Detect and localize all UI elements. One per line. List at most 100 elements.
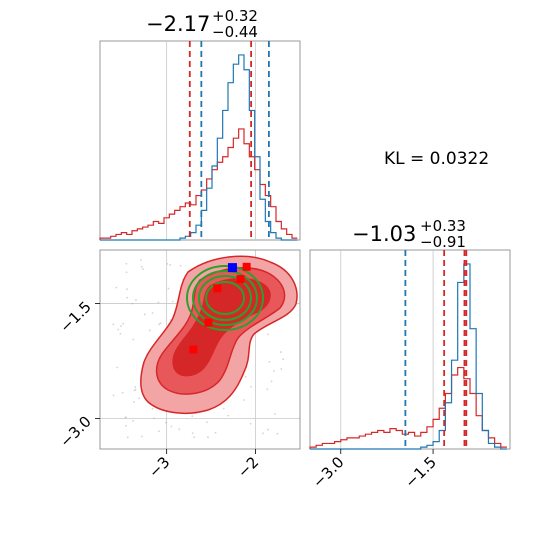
joint-sample-point	[280, 368, 283, 370]
joint-sample-point	[243, 399, 246, 401]
joint-contour-frame	[99, 249, 301, 450]
joint-sample-point	[143, 313, 146, 316]
joint-y-tick-label-0: −3.0	[56, 412, 94, 450]
joint-sample-point	[214, 431, 217, 434]
joint-sample-point	[134, 388, 137, 391]
joint-sample-point	[120, 325, 123, 327]
joint-sample-point	[167, 287, 170, 290]
joint-sample-point	[268, 360, 271, 363]
joint-sample-point	[138, 397, 140, 400]
joint-sample-point	[125, 262, 128, 265]
histogram-param-2-panel: −1.03 +0.33 −0.91	[309, 217, 511, 450]
joint-sample-point	[122, 322, 125, 325]
histogram-param-1-primary-series	[100, 54, 298, 241]
joint-sample-point	[119, 332, 122, 335]
joint-sample-point	[191, 432, 194, 435]
joint-sample-point	[112, 394, 115, 397]
joint-sample-point	[133, 401, 135, 403]
joint-sample-point	[274, 413, 277, 415]
joint-sample-point	[159, 322, 162, 325]
joint-sample-point	[115, 286, 118, 289]
primary-contour-outer	[186, 265, 264, 331]
joint-sample-point	[140, 265, 143, 268]
reference-markers	[189, 262, 251, 354]
joint-sample-point	[131, 302, 134, 305]
title-param-1-value: −2.17	[146, 12, 210, 36]
joint-sample-point	[276, 432, 279, 435]
histogram-param-1-panel: −2.17 +0.32 −0.44	[99, 7, 301, 241]
alt-point-marker-3	[189, 345, 198, 354]
joint-sample-point	[140, 259, 142, 262]
histogram-param-2-secondary-series	[309, 366, 507, 449]
alt-point-marker-2	[204, 318, 213, 327]
histogram-param-2-x-tick-label-1: −1.5	[401, 453, 439, 491]
joint-sample-point	[178, 428, 181, 431]
joint-sample-point	[266, 388, 269, 391]
joint-sample-point	[227, 414, 230, 417]
joint-sample-point	[116, 366, 119, 369]
joint-sample-point	[125, 424, 127, 427]
joint-sample-point	[191, 415, 194, 418]
joint-sample-point	[135, 299, 137, 301]
joint-sample-point	[164, 421, 167, 424]
joint-sample-point	[151, 407, 154, 410]
joint-sample-point	[273, 369, 275, 372]
true-point-marker	[227, 263, 237, 273]
title-param-2-value: −1.03	[352, 222, 416, 246]
joint-sample-point	[207, 436, 209, 439]
histogram-param-1-frame	[99, 40, 301, 241]
joint-sample-point	[126, 288, 128, 291]
joint-sample-point	[121, 391, 124, 394]
joint-sample-point	[157, 301, 160, 304]
joint-sample-point	[166, 262, 169, 265]
joint-sample-point	[170, 425, 173, 428]
joint-sample-point	[249, 422, 252, 425]
histogram-param-1-secondary-series	[99, 128, 298, 240]
primary-contour-3	[198, 275, 252, 321]
joint-sample-point	[270, 380, 273, 383]
joint-sample-point	[126, 436, 129, 439]
joint-sample-point	[112, 323, 115, 326]
alt-point-marker-1	[236, 275, 245, 284]
joint-sample-point	[141, 435, 143, 438]
joint-sample-point	[171, 300, 174, 303]
joint-sample-point	[282, 358, 285, 361]
joint-sample-point	[158, 323, 161, 326]
joint-sample-point	[250, 385, 252, 388]
title-param-1-upper-error: +0.32	[212, 7, 258, 25]
joint-sample-point	[134, 385, 137, 388]
primary-density-contours	[186, 265, 264, 331]
joint-sample-point	[279, 351, 282, 353]
joint-sample-point	[153, 417, 155, 420]
histogram-param-2-primary-series	[310, 263, 507, 450]
histogram-param-2-frame	[309, 249, 511, 450]
joint-sample-point	[126, 296, 129, 299]
joint-sample-point	[169, 264, 172, 266]
joint-sample-point	[142, 268, 144, 270]
title-param-1-lower-error: −0.44	[212, 23, 258, 41]
title-param-2: −1.03 +0.33 −0.91	[352, 217, 466, 251]
joint-sample-point	[124, 416, 127, 419]
alt-point-marker-0	[242, 262, 251, 271]
title-param-2-lower-error: −0.91	[420, 233, 466, 251]
joint-x-tick-label-1: −2	[234, 453, 262, 481]
joint-y-tick-label-1: −1.5	[56, 298, 94, 336]
joint-sample-point	[148, 329, 151, 332]
kl-divergence-label: KL = 0.0322	[384, 149, 489, 169]
joint-sample-point	[267, 333, 269, 336]
title-param-1: −2.17 +0.32 −0.44	[146, 7, 258, 41]
joint-sample-point	[222, 407, 225, 410]
joint-sample-point	[179, 264, 182, 267]
alt-point-marker-4	[213, 284, 222, 293]
joint-sample-point	[193, 436, 196, 439]
joint-sample-point	[125, 271, 128, 274]
title-param-2-upper-error: +0.33	[420, 217, 466, 235]
joint-sample-point	[244, 375, 247, 378]
joint-contour-panel	[99, 249, 301, 450]
joint-sample-point	[132, 420, 135, 422]
joint-sample-point	[206, 421, 208, 424]
primary-contour-2	[192, 270, 258, 326]
joint-sample-point	[132, 338, 135, 341]
